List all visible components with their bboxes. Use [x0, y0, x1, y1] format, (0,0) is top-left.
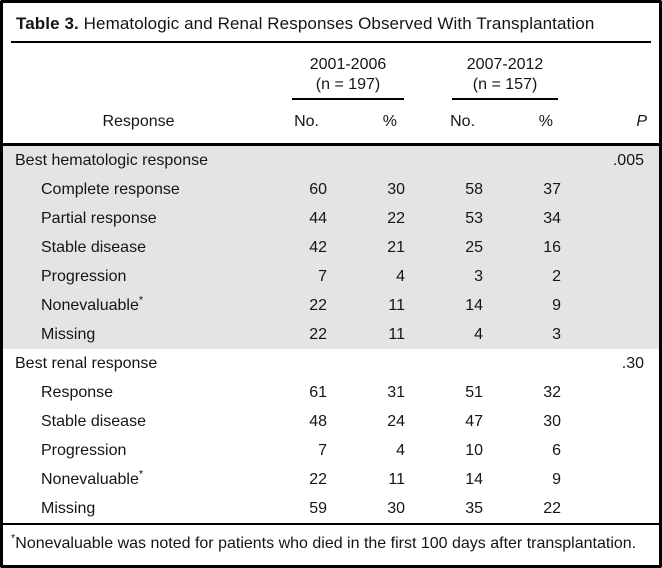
cell-pct-1: 24: [387, 412, 406, 430]
row-label: Missing: [3, 320, 253, 349]
cell-pct-2: 32: [543, 383, 562, 401]
table-row: Missing 22 11 4 3: [3, 320, 659, 349]
header-no-2: No.: [409, 101, 488, 146]
cell-no-2: 35: [409, 494, 488, 525]
section-row-renal: Best renal response .30: [3, 349, 659, 378]
cell-pct-1: 30: [331, 494, 410, 525]
table-row: Missing 59 30 35 22: [3, 494, 659, 525]
cell-no-2: 25: [409, 233, 488, 262]
cell-no-1: 60: [253, 175, 331, 204]
table-row: Nonevaluable* 22 11 14 9: [3, 291, 659, 320]
header-p: P: [565, 101, 659, 146]
cell-no-2: 10: [465, 441, 484, 459]
table-row: Stable disease 48 24 47 30: [3, 407, 659, 436]
table-row: Stable disease 42 21 25 16: [3, 233, 659, 262]
row-label: Partial response: [3, 204, 253, 233]
group1-n: (n = 197): [315, 76, 381, 93]
cell-pct-2: 22: [487, 494, 566, 525]
row-label: Nonevaluable*: [41, 468, 144, 488]
table-row: Complete response 60 30 58 37: [3, 175, 659, 204]
table-footnote: *Nonevaluable was noted for patients who…: [11, 533, 649, 554]
cell-pct-2: 30: [543, 412, 562, 430]
cell-pct-2: 34: [487, 204, 566, 233]
table-row: Progression 7 4 3 2: [3, 262, 659, 291]
cell-no-2: 14: [409, 291, 488, 320]
table-row: Response 61 31 51 32: [3, 378, 659, 407]
cell-pct-1: 30: [331, 175, 410, 204]
header-response: Response: [3, 101, 253, 146]
cell-pct-1: 21: [331, 233, 410, 262]
cell-no-2: 58: [409, 175, 488, 204]
cell-no-2: 47: [465, 412, 484, 430]
cell-no-2: 51: [465, 383, 484, 401]
group2-n: (n = 157): [472, 76, 538, 93]
column-group-row: 2001-2006 (n = 197) 2007-2012 (n = 157): [3, 43, 659, 101]
section-label: Best renal response: [15, 354, 158, 372]
header-pct-1: %: [331, 101, 410, 146]
header-no-1: No.: [253, 101, 331, 146]
cell-pct-2: 37: [487, 175, 566, 204]
data-table: 2001-2006 (n = 197) 2007-2012 (n = 157) …: [3, 43, 659, 525]
row-label: Response: [41, 383, 114, 401]
column-group-2001-2006: 2001-2006 (n = 197): [253, 43, 409, 101]
cell-pct-2: 6: [552, 441, 562, 459]
cell-pct-1: 4: [396, 441, 406, 459]
row-label: Stable disease: [41, 412, 146, 430]
section-row-hematologic: Best hematologic response .005: [3, 144, 659, 175]
row-label: Complete response: [3, 175, 253, 204]
cell-pct-1: 11: [331, 320, 410, 349]
cell-no-2: 4: [409, 320, 488, 349]
table-row: Progression 7 4 10 6: [3, 436, 659, 465]
cell-pct-2: 9: [552, 470, 562, 488]
footnote-text: Nonevaluable was noted for patients who …: [15, 535, 637, 552]
cell-pct-2: 2: [487, 262, 566, 291]
cell-no-1: 7: [253, 262, 331, 291]
cell-no-2: 3: [409, 262, 488, 291]
row-label: Progression: [3, 262, 253, 291]
p-value: .005: [565, 144, 659, 175]
table-row: Nonevaluable* 22 11 14 9: [3, 465, 659, 494]
cell-pct-1: 4: [331, 262, 410, 291]
cell-pct-1: 11: [331, 291, 410, 320]
table-title: Table 3. Hematologic and Renal Responses…: [3, 3, 659, 35]
cell-no-1: 7: [318, 441, 327, 459]
column-header-row: Response No. % No. % P: [3, 101, 659, 146]
row-label: Nonevaluable*: [3, 291, 253, 320]
cell-no-1: 42: [253, 233, 331, 262]
cell-no-2: 53: [409, 204, 488, 233]
cell-no-1: 61: [309, 383, 327, 401]
header-pct-2: %: [487, 101, 566, 146]
cell-no-1: 22: [253, 320, 331, 349]
footnote-marker: *: [138, 468, 144, 481]
cell-no-2: 14: [465, 470, 484, 488]
row-label: Progression: [41, 441, 127, 459]
cell-pct-1: 22: [331, 204, 410, 233]
cell-pct-1: 31: [387, 383, 406, 401]
row-label: Missing: [3, 494, 253, 525]
group1-years: 2001-2006: [309, 56, 387, 73]
p-value: .30: [621, 354, 644, 372]
cell-no-1: 44: [253, 204, 331, 233]
column-group-2007-2012: 2007-2012 (n = 157): [409, 43, 565, 101]
cell-no-1: 22: [309, 470, 327, 488]
section-label: Best hematologic response: [3, 144, 253, 175]
cell-pct-2: 16: [487, 233, 566, 262]
footnote-asterisk: *: [11, 532, 16, 545]
table-number: Table 3.: [16, 14, 79, 33]
cell-pct-1: 11: [388, 470, 406, 488]
cell-pct-2: 9: [487, 291, 566, 320]
cell-no-1: 22: [253, 291, 331, 320]
row-label: Stable disease: [3, 233, 253, 262]
title-rule: [11, 41, 651, 43]
footnote-marker: *: [138, 294, 144, 307]
group2-years: 2007-2012: [466, 56, 544, 73]
cell-pct-2: 3: [487, 320, 566, 349]
cell-no-1: 59: [253, 494, 331, 525]
table-row: Partial response 44 22 53 34: [3, 204, 659, 233]
cell-no-1: 48: [309, 412, 327, 430]
table-caption: Hematologic and Renal Responses Observed…: [78, 14, 595, 33]
